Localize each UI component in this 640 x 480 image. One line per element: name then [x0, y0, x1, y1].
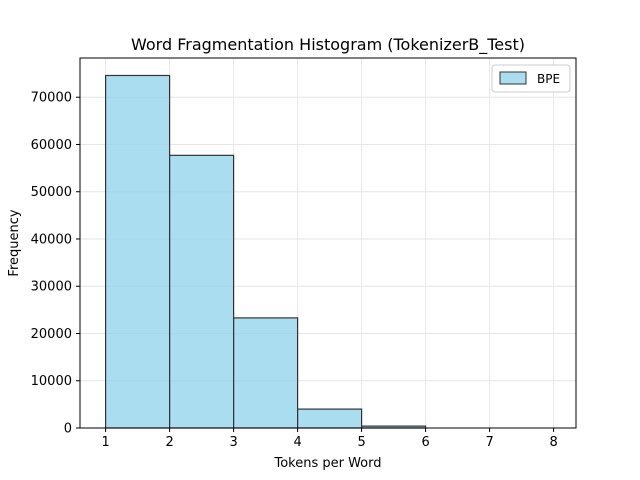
x-tick-label-7: 8	[549, 435, 557, 450]
y-tick-label-7: 70000	[31, 91, 72, 106]
x-tick-label-2: 3	[229, 435, 237, 450]
y-axis-ticks: 0 10000 20000 30000 40000 50000 60000 70000	[31, 91, 80, 437]
x-axis-ticks: 1 2 3 4 5 6 7 8	[101, 428, 558, 450]
y-tick-label-2: 20000	[31, 327, 72, 342]
x-tick-label-0: 1	[101, 435, 109, 450]
y-axis-label: Frequency	[7, 209, 22, 276]
chart-title: Word Fragmentation Histogram (TokenizerB…	[131, 35, 525, 55]
y-tick-label-1: 10000	[31, 374, 72, 389]
x-tick-label-5: 6	[421, 435, 429, 450]
bar-bin-1	[169, 154, 235, 429]
x-tick-label-6: 7	[485, 435, 493, 450]
y-tick-label-3: 30000	[31, 280, 72, 295]
legend-swatch-bpe	[499, 71, 527, 85]
legend: BPE	[491, 64, 571, 93]
plot-frame	[79, 57, 577, 429]
y-tick-label-6: 60000	[31, 138, 72, 153]
y-tick-label-0: 0	[64, 422, 72, 437]
x-axis-label: Tokens per Word	[273, 456, 381, 471]
legend-label-bpe: BPE	[537, 72, 560, 86]
bar-bin-0	[104, 74, 171, 429]
bars-layer	[104, 74, 427, 429]
y-tick-label-4: 40000	[31, 232, 72, 247]
bar-bin-3	[297, 408, 363, 429]
x-tick-label-1: 2	[165, 435, 173, 450]
x-tick-label-4: 5	[357, 435, 365, 450]
bar-bin-2	[233, 317, 299, 429]
y-tick-label-5: 50000	[31, 185, 72, 200]
x-tick-label-3: 4	[293, 435, 301, 450]
